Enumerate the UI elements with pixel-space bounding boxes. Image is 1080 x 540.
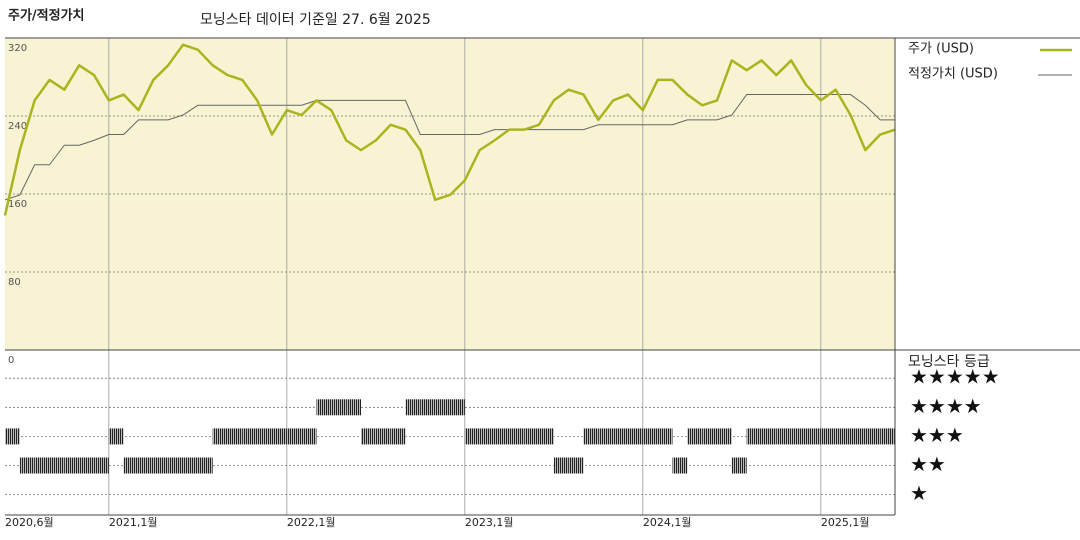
rating-bar (806, 428, 821, 445)
rating-bar (212, 428, 228, 445)
rating-bar (331, 399, 347, 416)
rating-bar (865, 428, 881, 445)
rating-bar (346, 399, 361, 416)
rating-bar (435, 399, 450, 416)
rating-bar (375, 428, 391, 445)
rating-bar (79, 457, 94, 474)
chart-title: 주가/적정가치 (8, 8, 85, 24)
rating-bar (761, 428, 777, 445)
rating-bar (168, 457, 183, 474)
x-tick-label: 2021,1월 (109, 516, 158, 529)
rating-legend-title: 모닝스타 등급 (908, 354, 990, 370)
chart-subtitle: 모닝스타 데이터 기준일 27. 6월 2025 (200, 12, 431, 28)
rating-bar (702, 428, 717, 445)
rating-bar (34, 457, 50, 474)
rating-bar (108, 428, 124, 445)
rating-bar (19, 457, 35, 474)
rating-bar (642, 428, 658, 445)
rating-legend-label: ★★ (910, 452, 946, 476)
rating-bar (628, 428, 643, 445)
rating-bar (479, 428, 495, 445)
rating-bar (361, 428, 376, 445)
rating-bar (420, 399, 436, 416)
rating-bar (197, 457, 213, 474)
rating-bar (835, 428, 851, 445)
rating-bar (717, 428, 732, 445)
rating-bar (553, 457, 569, 474)
x-tick-label: 2024,1월 (643, 516, 692, 529)
rating-bar (153, 457, 169, 474)
rating-bar (687, 428, 703, 445)
rating-legend-label: ★★★ (910, 423, 964, 447)
rating-bar (123, 457, 139, 474)
rating-bar (272, 428, 287, 445)
y-tick-label: 160 (8, 199, 27, 210)
rating-bar (494, 428, 510, 445)
series-line (3, 43, 896, 216)
rating-bar (657, 428, 673, 445)
rating-bar (49, 457, 65, 474)
rating-bar (183, 457, 198, 474)
rating-bar (301, 428, 317, 445)
rating-bar (613, 428, 628, 445)
rating-bar (539, 428, 554, 445)
rating-bar (776, 428, 792, 445)
x-tick-label: 2023,1월 (465, 516, 514, 529)
rating-bar (138, 457, 154, 474)
x-tick-label: 2020,6월 (5, 516, 54, 529)
rating-bar (746, 428, 762, 445)
y-tick-label: 80 (8, 277, 21, 288)
rating-bar (450, 399, 465, 416)
rating-bar (257, 428, 272, 445)
rating-bar (791, 428, 806, 445)
rating-bar (227, 428, 243, 445)
rating-bar (598, 428, 614, 445)
rating-bar (405, 399, 421, 416)
rating-bar (731, 457, 747, 474)
rating-bar (880, 428, 895, 445)
rating-bar (672, 457, 688, 474)
rating-legend-label: ★ (910, 481, 928, 505)
rating-bar (286, 428, 302, 445)
series-line (4, 94, 895, 201)
rating-bar (568, 457, 584, 474)
y-tick-label: 240 (8, 121, 27, 132)
y-tick-label: 0 (8, 355, 14, 366)
rating-bar (242, 428, 258, 445)
plot: 320 240 160 80 0 2020,6월 2021,1월 2022,1월 2023,1월… (3, 38, 1072, 529)
rating-bar (316, 399, 332, 416)
x-tick-label: 2022,1월 (287, 516, 336, 529)
legend-label: 적정가치 (USD) (908, 67, 998, 82)
rating-bar (524, 428, 539, 445)
y-tick-label: 320 (8, 43, 27, 54)
x-tick-label: 2025,1월 (821, 516, 870, 529)
rating-bar (820, 428, 836, 445)
rating-bar (64, 457, 80, 474)
rating-bar (464, 428, 480, 445)
rating-bar (94, 457, 109, 474)
rating-legend-label: ★★★★★ (910, 365, 1000, 389)
rating-bar (5, 428, 20, 445)
rating-legend-label: ★★★★ (910, 394, 982, 418)
rating-bar (583, 428, 599, 445)
legend-label: 주가 (USD) (908, 42, 974, 57)
rating-bar (509, 428, 525, 445)
rating-bar (390, 428, 406, 445)
rating-bar (850, 428, 866, 445)
